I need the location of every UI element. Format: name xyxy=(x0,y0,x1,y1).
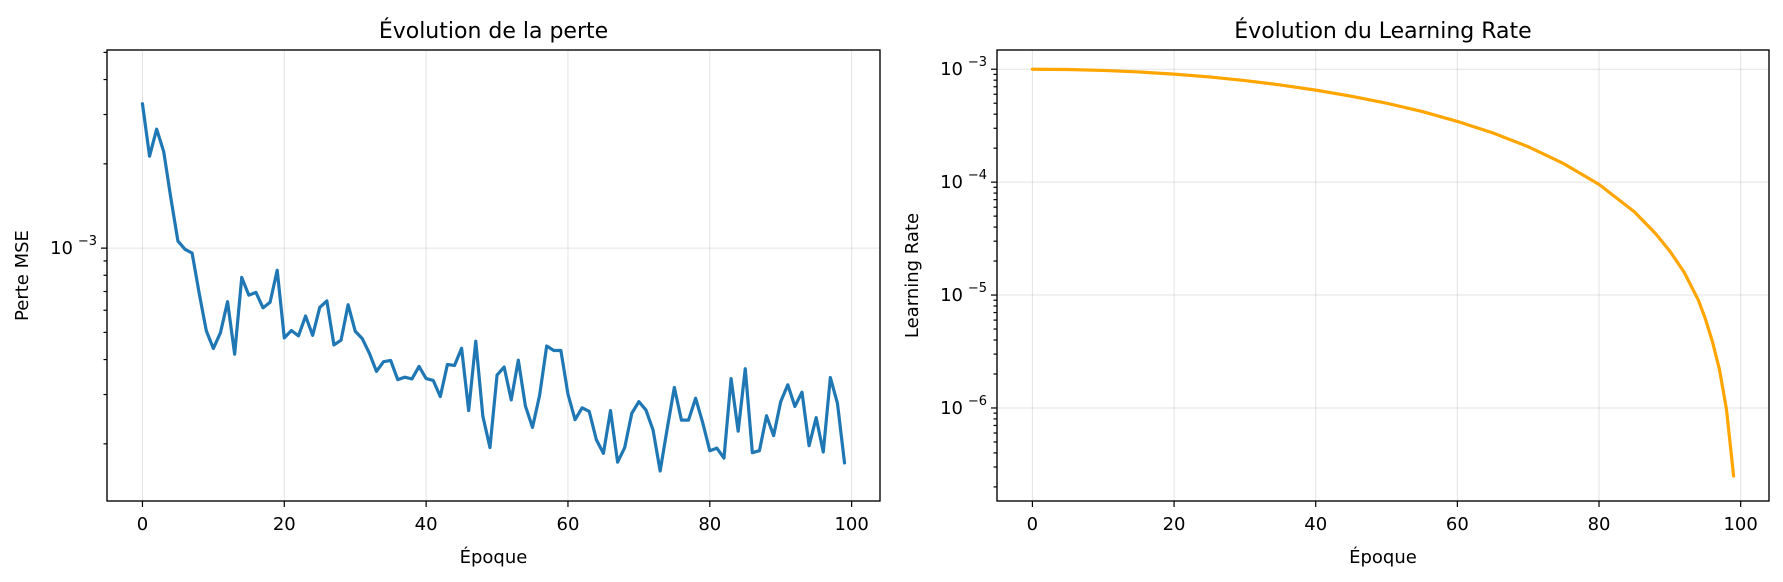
lr-y-axis-label: Learning Rate xyxy=(902,213,923,338)
learning-rate-chart: 0 20 40 60 80 100 10−3 10−4 10−5 10−6 Évolution … xyxy=(902,18,1770,568)
lr-x-tick-label: 60 xyxy=(1446,514,1469,535)
loss-y-tick-label: 10 −3 xyxy=(50,234,97,259)
lr-x-tick-label: 40 xyxy=(1304,514,1327,535)
loss-series-line xyxy=(140,102,847,473)
loss-x-tick-label: 100 xyxy=(834,514,868,535)
lr-x-tick-label: 100 xyxy=(1723,514,1757,535)
loss-x-axis-label: Époque xyxy=(460,546,528,568)
loss-x-tick-label: 60 xyxy=(557,514,580,535)
lr-x-tick-label: 20 xyxy=(1163,514,1186,535)
lr-x-tick-label: 0 xyxy=(1027,514,1038,535)
lr-y-tick-label: 10 −5 xyxy=(940,281,987,306)
lr-x-tick-label: 80 xyxy=(1588,514,1611,535)
loss-chart: 0 20 40 60 80 100 10 −3 Évolution de la perte … xyxy=(12,18,881,568)
lr-plot-frame xyxy=(996,49,1770,502)
lr-y-tick-label: 10 −6 xyxy=(940,394,987,419)
loss-x-tick-label: 80 xyxy=(698,514,721,535)
loss-x-tick-label: 40 xyxy=(415,514,438,535)
lr-series-line xyxy=(1030,67,1736,478)
loss-x-tick-label: 0 xyxy=(137,514,148,535)
loss-y-axis-label: Perte MSE xyxy=(12,230,33,321)
loss-x-tick-label: 20 xyxy=(273,514,296,535)
lr-y-tick-label: 10 −3 xyxy=(940,55,987,80)
lr-x-axis-label: Époque xyxy=(1349,546,1417,568)
lr-chart-title: Évolution du Learning Rate xyxy=(1234,18,1531,44)
lr-y-tick-label: 10 −4 xyxy=(940,168,987,193)
loss-chart-title: Évolution de la perte xyxy=(379,18,608,44)
